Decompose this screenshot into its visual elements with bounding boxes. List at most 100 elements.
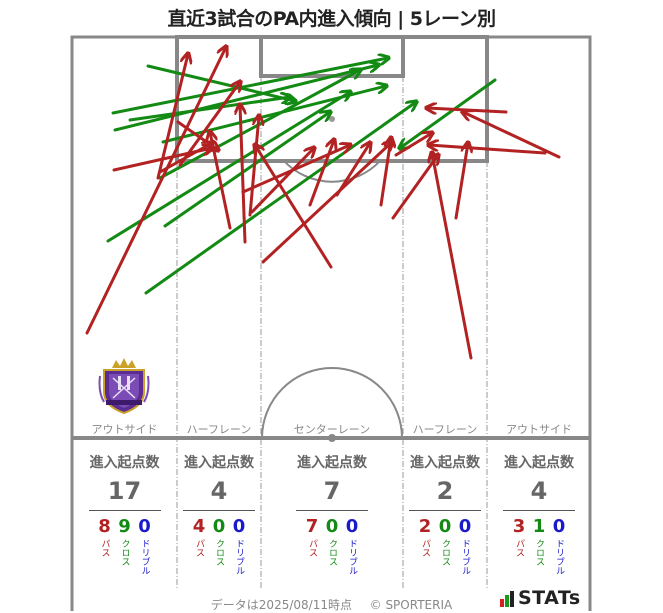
lane-label-center: センターレーン [293, 423, 371, 436]
cross-arrow [106, 92, 350, 243]
stat-heading: 進入起点数 [184, 455, 254, 471]
cross-arrow [400, 78, 497, 148]
pass-arrow [427, 108, 508, 112]
pass-label: パス [194, 539, 204, 557]
stat-divider [88, 510, 161, 511]
stat-heading: 進入起点数 [89, 455, 160, 471]
cross-label: クロス [327, 539, 337, 566]
stat-divider [183, 510, 255, 511]
pass-arrow [255, 145, 333, 269]
stat-breakdown: 2 パス 0 クロス 0 ドリブル [403, 516, 487, 576]
cross-arrow [111, 58, 388, 115]
cross-arrow [113, 65, 378, 132]
pass-arrow [463, 112, 561, 159]
stat-breakdown: 8 パス 9 クロス 0 ドリブル [72, 516, 177, 576]
pass-count: 7 [305, 516, 319, 537]
pass-arrow [241, 145, 350, 194]
dribble-count: 0 [232, 516, 246, 537]
stat-breakdown: 7 パス 0 クロス 0 ドリブル [261, 516, 403, 576]
dribble-label: ドリブル [554, 539, 564, 575]
pass-arrow [391, 155, 438, 220]
pass-label: パス [99, 539, 110, 557]
footer: データは2025/08/11時点 © SPORTERIA [0, 596, 663, 613]
stat-total: 4 [530, 477, 548, 505]
lane-label-outside-left: アウトサイド [91, 423, 158, 436]
lane-label-outside-right: アウトサイド [506, 423, 572, 436]
team-crest-icon [98, 358, 150, 414]
dribble-count: 0 [138, 516, 151, 537]
lane-stats-outside-left: 進入起点数 17 8 パス 9 クロス 0 ドリブル [72, 452, 177, 575]
pass-arrow [158, 143, 212, 174]
stats-logo-text: STATs [518, 587, 581, 609]
cross-arrow [163, 112, 330, 228]
dribble-count: 0 [458, 516, 472, 537]
stat-heading: 進入起点数 [504, 455, 574, 471]
dribble-label: ドリブル [460, 539, 470, 575]
dribble-count: 0 [345, 516, 359, 537]
cross-arrow [144, 102, 416, 295]
center-spot [328, 434, 336, 442]
penalty-spot [329, 116, 335, 122]
dribble-count: 0 [552, 516, 566, 537]
cross-count: 1 [532, 516, 546, 537]
stat-heading: 進入起点数 [297, 455, 367, 471]
copyright: © SPORTERIA [369, 598, 453, 612]
stat-total: 7 [323, 477, 341, 505]
stat-breakdown: 4 パス 0 クロス 0 ドリブル [177, 516, 261, 576]
pass-count: 3 [512, 516, 526, 537]
pass-arrow [85, 47, 226, 335]
stat-divider [409, 510, 481, 511]
pass-count: 8 [98, 516, 111, 537]
lane-stats-halflane-left: 進入起点数 4 4 パス 0 クロス 0 ドリブル [177, 452, 261, 575]
pass-arrow [454, 143, 468, 220]
stat-total: 4 [210, 477, 228, 505]
cross-arrow [146, 64, 295, 101]
pass-arrow [308, 140, 334, 207]
lane-stats-halflane-right: 進入起点数 2 2 パス 0 クロス 0 ドリブル [403, 452, 487, 575]
center-circle [261, 367, 403, 439]
lane-label-halflane-right: ハーフレーン [412, 423, 478, 436]
pass-arrow [248, 116, 259, 217]
pass-count: 4 [192, 516, 206, 537]
dribble-label: ドリブル [234, 539, 244, 575]
cross-count: 0 [212, 516, 226, 537]
pass-label: パス [514, 539, 524, 557]
cross-arrow [128, 97, 290, 122]
dribble-label: ドリブル [347, 539, 357, 575]
entry-arrows [85, 47, 561, 360]
pass-arrow [394, 133, 432, 157]
data-date: データは2025/08/11時点 [210, 598, 352, 612]
pass-label: パス [307, 539, 317, 557]
stat-total: 2 [436, 477, 454, 505]
stat-heading: 進入起点数 [410, 455, 480, 471]
cross-label: クロス [440, 539, 450, 566]
pass-label: パス [420, 539, 430, 557]
pass-arrow [432, 153, 473, 360]
stat-divider [296, 510, 368, 511]
cross-label: クロス [214, 539, 224, 566]
cross-count: 0 [325, 516, 339, 537]
stat-divider [503, 510, 575, 511]
cross-label: クロス [119, 539, 130, 566]
pass-arrow [178, 82, 240, 167]
cross-count: 0 [438, 516, 452, 537]
pass-arrow [379, 138, 391, 207]
pass-arrow [335, 143, 370, 197]
pass-arrow [240, 105, 247, 244]
cross-count: 9 [118, 516, 131, 537]
pass-arrow [429, 145, 547, 155]
lane-stats-outside-right: 進入起点数 4 3 パス 1 クロス 0 ドリブル [487, 452, 591, 575]
pass-arrow [250, 148, 314, 214]
cross-label: クロス [534, 539, 544, 566]
stat-breakdown: 3 パス 1 クロス 0 ドリブル [487, 516, 591, 576]
pass-arrow [261, 142, 392, 264]
stats-logo: STATs [500, 587, 581, 609]
pass-arrow [156, 54, 188, 180]
pass-arrow [210, 132, 232, 230]
dribble-label: ドリブル [139, 539, 150, 575]
pass-count: 2 [418, 516, 432, 537]
lane-stats-center: 進入起点数 7 7 パス 0 クロス 0 ドリブル [261, 452, 403, 575]
stats-logo-icon [500, 591, 514, 607]
page-title: 直近3試合のPA内進入傾向 | 5レーン別 [167, 8, 496, 30]
